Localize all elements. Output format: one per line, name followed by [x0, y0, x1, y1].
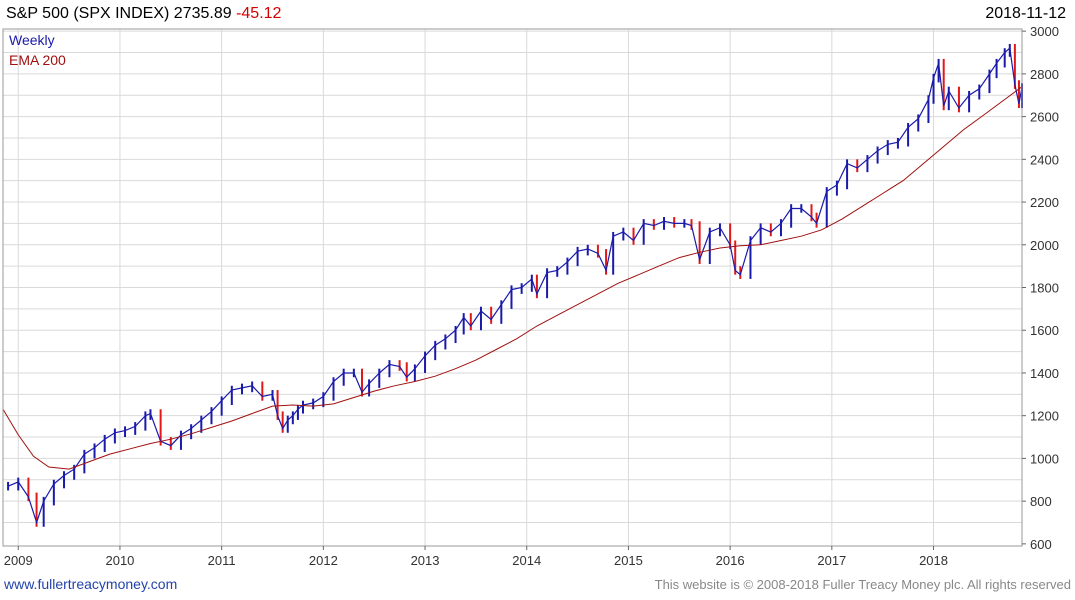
x-tick-label: 2018: [919, 553, 948, 568]
title-text: S&P 500 (SPX INDEX) 2735.89: [6, 5, 232, 22]
x-tick-label: 2011: [208, 553, 236, 568]
y-tick-label: 1800: [1030, 281, 1059, 296]
x-tick-label: 2016: [716, 553, 745, 568]
x-tick-label: 2013: [411, 553, 440, 568]
y-tick-label: 1000: [1030, 451, 1059, 466]
y-tick-label: 800: [1030, 494, 1052, 509]
y-tick-label: 2600: [1030, 110, 1059, 125]
x-tick-label: 2012: [309, 553, 338, 568]
x-tick-label: 2017: [817, 553, 846, 568]
y-tick-label: 2800: [1030, 67, 1059, 82]
legend-ema-200: EMA 200: [9, 52, 66, 68]
weekly-price-bars: [7, 43, 1023, 527]
y-tick-label: 2000: [1030, 238, 1059, 253]
ema-200-line: [2, 86, 1023, 470]
x-tick-label: 2009: [4, 553, 33, 568]
y-tick-label: 2400: [1030, 152, 1059, 167]
y-tick-label: 600: [1030, 537, 1052, 552]
y-tick-label: 1600: [1030, 323, 1059, 338]
chart-title: S&P 500 (SPX INDEX) 2735.89 -45.12: [6, 5, 281, 23]
x-tick-label: 2010: [105, 553, 134, 568]
chart-date: 2018-11-12: [985, 5, 1066, 22]
website-link[interactable]: www.fullertreacymoney.com: [4, 576, 178, 592]
x-tick-label: 2014: [512, 553, 541, 568]
price-change: -45.12: [236, 5, 282, 22]
legend-weekly: Weekly: [9, 32, 55, 48]
y-tick-label: 3000: [1030, 24, 1059, 39]
grid-lines: [3, 29, 1022, 546]
y-tick-label: 1200: [1030, 409, 1059, 424]
y-tick-label: 2200: [1030, 195, 1059, 210]
copyright-notice: This website is © 2008-2018 Fuller Treac…: [654, 577, 1071, 592]
x-tick-label: 2015: [614, 553, 643, 568]
y-tick-label: 1400: [1030, 366, 1059, 381]
y-axis: 600 800 1000 1200 1400 1600 1800 2000 2200 2400 26…: [1022, 24, 1059, 552]
x-axis: 2009 2010 2011 2012 2013 2014 2015 2016 2017 2018: [4, 546, 948, 568]
weekly-close-line: [7, 47, 1023, 525]
